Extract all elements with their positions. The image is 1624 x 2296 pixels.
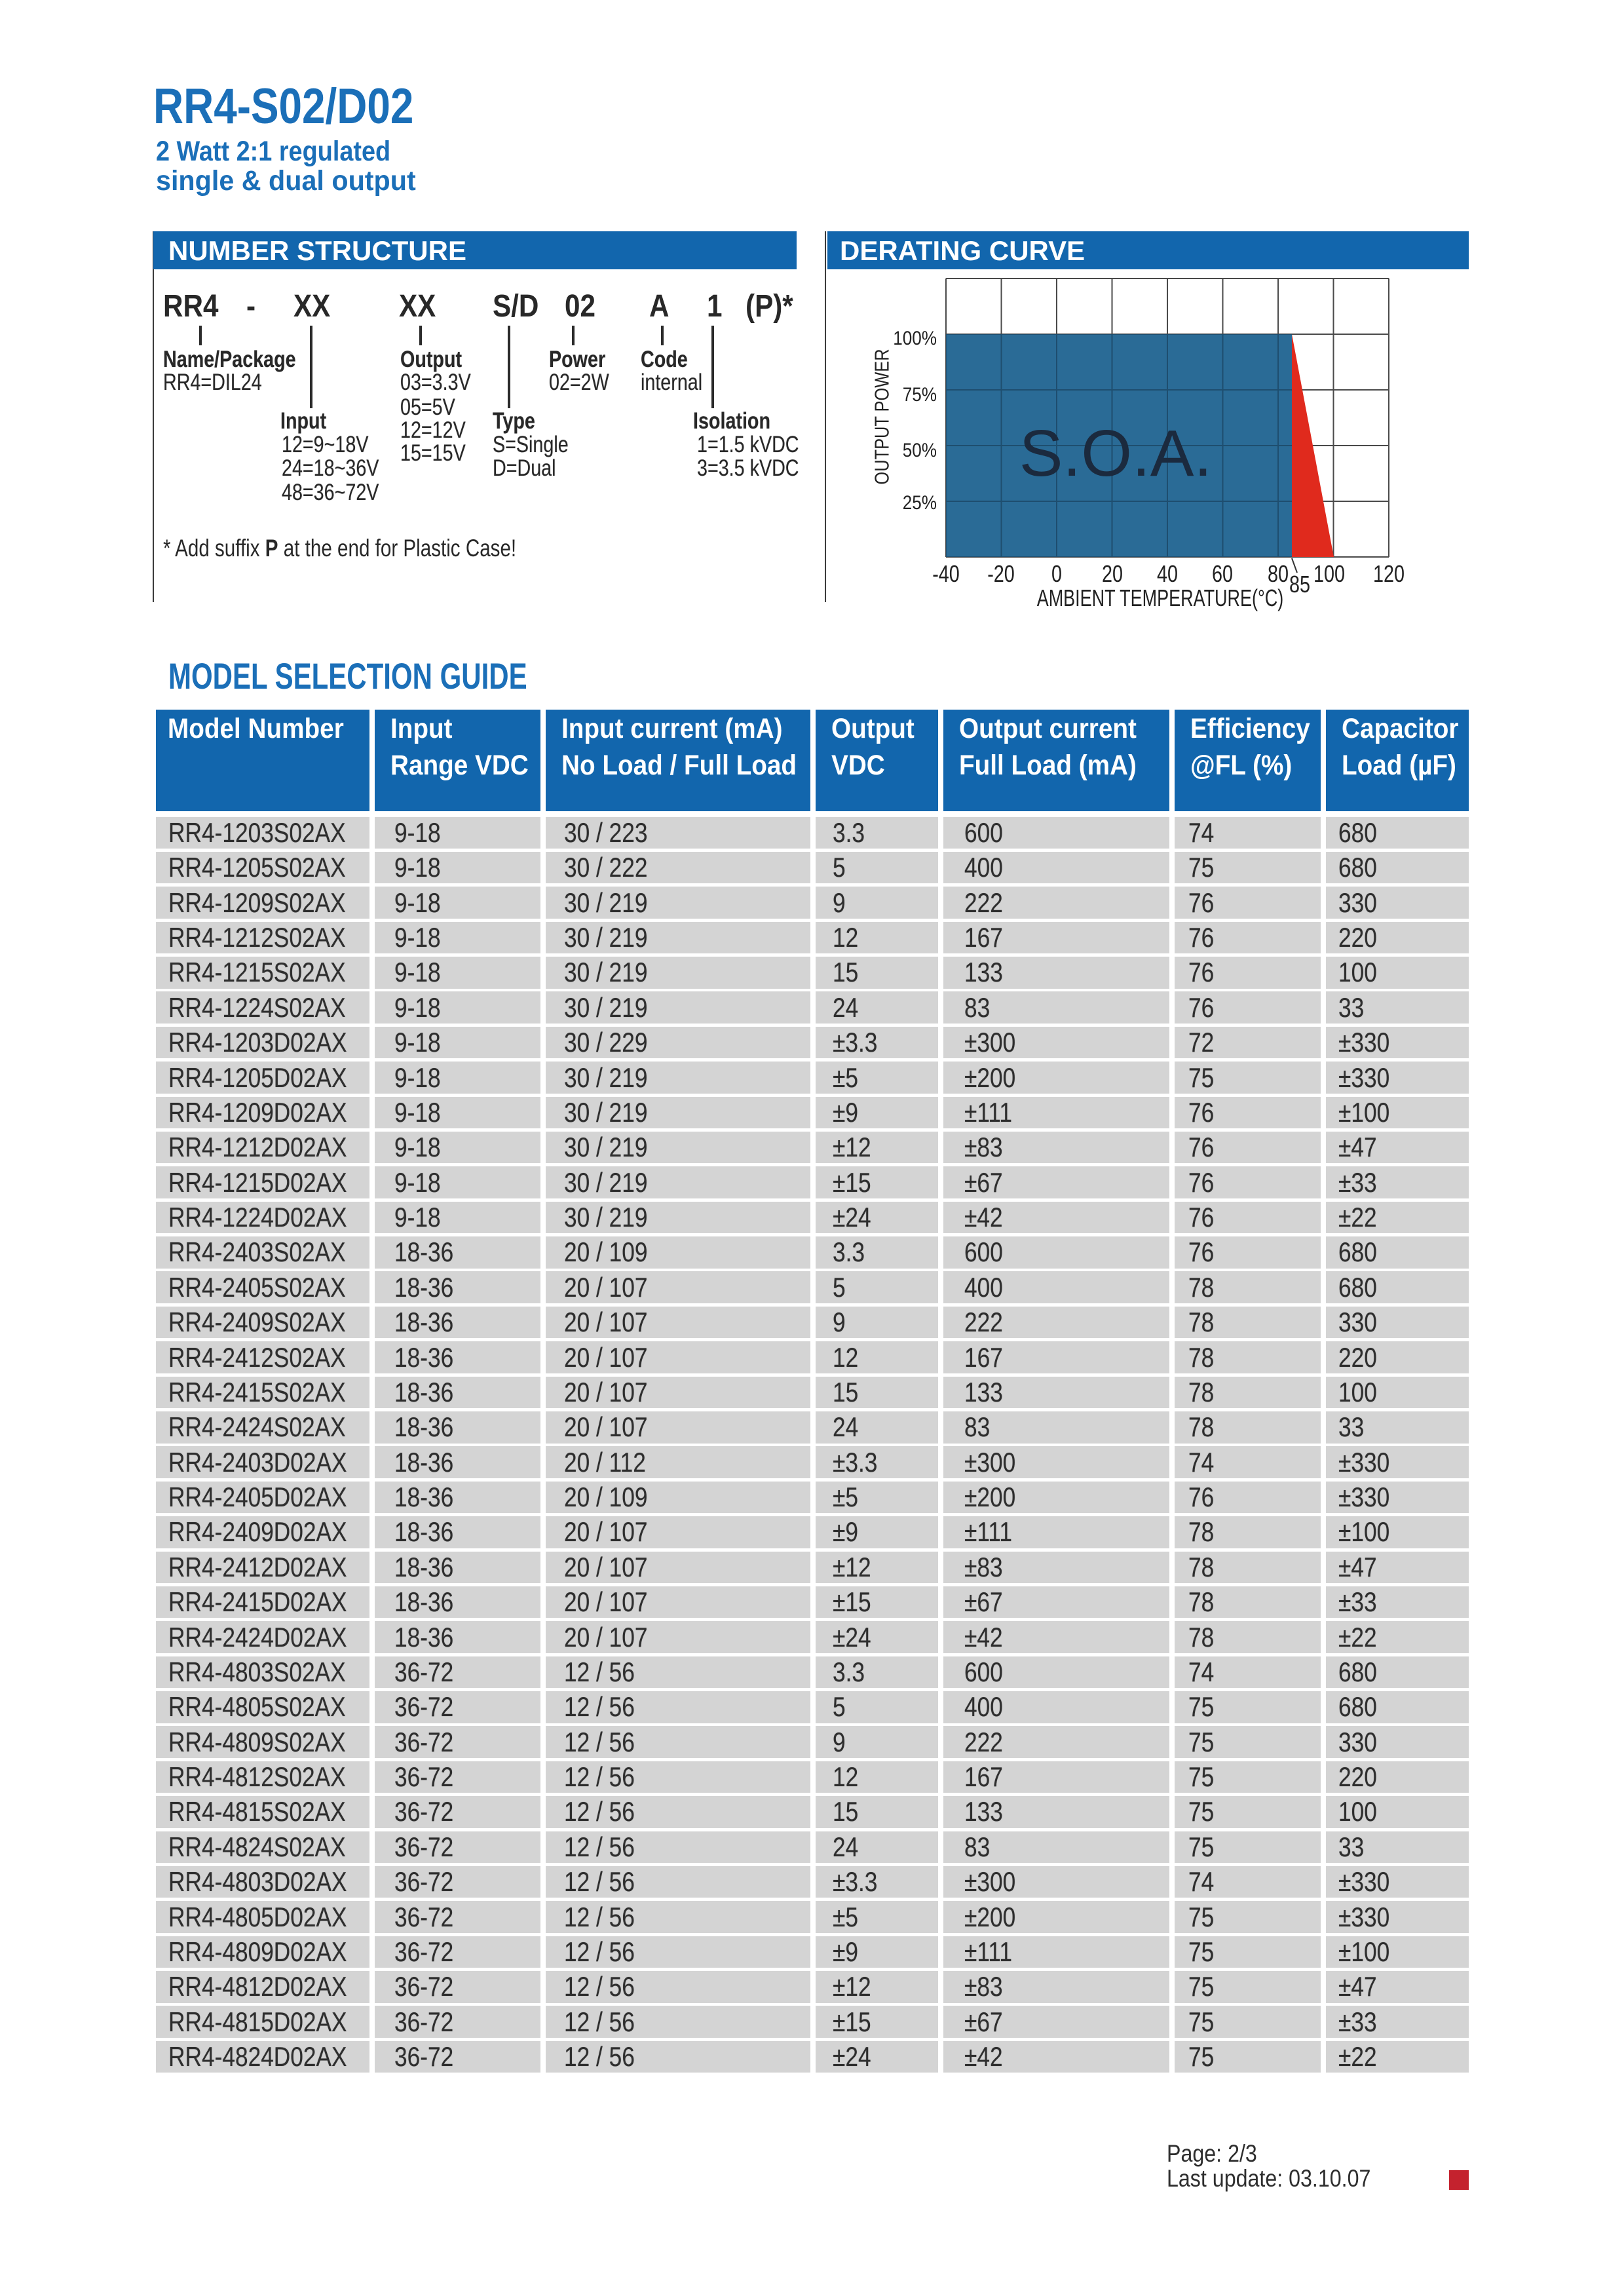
svg-text:75%: 75% [903,383,937,405]
svg-text:60: 60 [1212,560,1233,587]
svg-text:20: 20 [1102,560,1123,587]
svg-text:0: 0 [1051,560,1062,587]
svg-text:40: 40 [1157,560,1178,587]
svg-text:25%: 25% [903,491,937,513]
svg-text:80: 80 [1268,560,1289,587]
svg-text:AMBIENT TEMPERATURE(°C): AMBIENT TEMPERATURE(°C) [1037,584,1284,611]
svg-text:85: 85 [1289,571,1310,598]
svg-text:100: 100 [1313,560,1345,587]
svg-text:100%: 100% [893,327,937,349]
svg-text:-20: -20 [987,560,1015,587]
svg-text:-40: -40 [932,560,960,587]
svg-text:120: 120 [1373,560,1405,587]
svg-text:50%: 50% [903,439,937,461]
svg-text:S.O.A.: S.O.A. [1019,417,1213,490]
